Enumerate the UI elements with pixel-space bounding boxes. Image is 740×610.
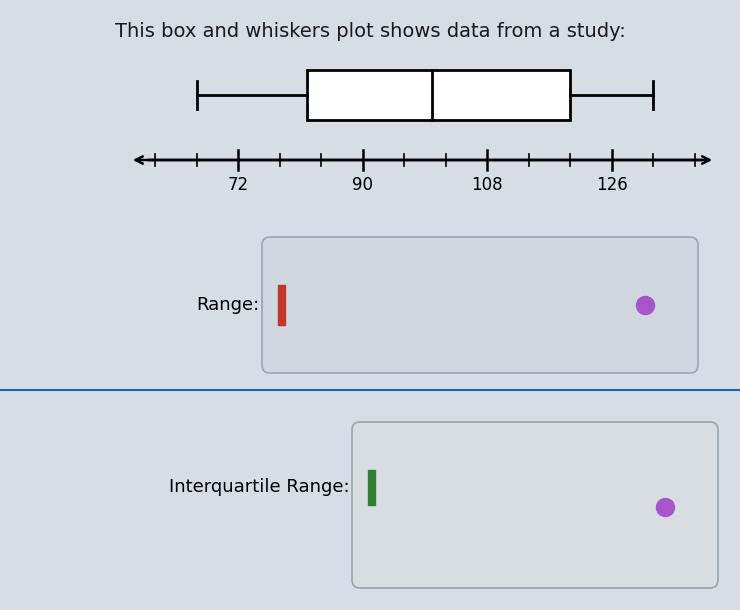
FancyBboxPatch shape [262,237,698,373]
Bar [368,470,375,504]
FancyBboxPatch shape [352,422,718,588]
Text: This box and whiskers plot shows data from a study:: This box and whiskers plot shows data fr… [115,22,625,41]
Text: Interquartile Range:: Interquartile Range: [169,478,350,496]
Bar [307,70,571,120]
Text: 108: 108 [471,176,503,194]
Text: 126: 126 [596,176,628,194]
Bar [278,285,285,325]
Text: 72: 72 [227,176,249,194]
Text: 90: 90 [352,176,373,194]
Text: Range:: Range: [197,296,260,314]
